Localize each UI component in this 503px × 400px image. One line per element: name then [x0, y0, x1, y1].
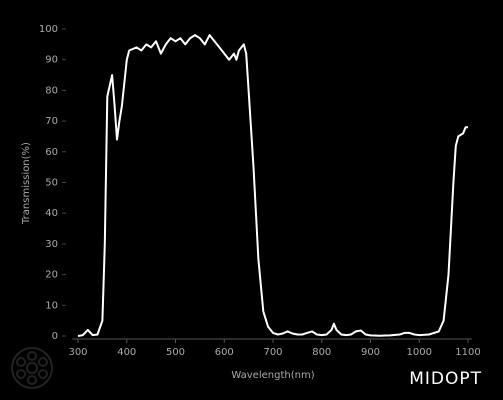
- y-tick-label: 60: [45, 147, 58, 158]
- x-tick-label: 600: [215, 347, 234, 358]
- y-tick-label: 40: [45, 208, 58, 219]
- y-tick-label: 30: [45, 239, 58, 250]
- x-tick-label: 400: [117, 347, 136, 358]
- y-tick-label: 0: [52, 331, 58, 342]
- y-tick-label: 20: [45, 270, 58, 281]
- x-tick-label: 800: [312, 347, 331, 358]
- transmission-line: [77, 34, 468, 337]
- x-axis-label: Wavelength(nm): [231, 370, 314, 381]
- x-tick-label: 1100: [455, 347, 480, 358]
- x-tick-label: 900: [361, 347, 380, 358]
- y-tick-label: 50: [45, 178, 58, 189]
- y-tick-label: 100: [39, 24, 58, 35]
- y-tick-label: 90: [45, 55, 58, 66]
- y-axis-label: Transmission(%): [21, 142, 32, 225]
- watermark-icon: [11, 347, 53, 389]
- x-tick-label: 1000: [407, 347, 432, 358]
- x-tick-label: 300: [68, 347, 87, 358]
- y-tick-label: 70: [45, 116, 58, 127]
- x-tick-label: 500: [166, 347, 185, 358]
- y-tick-label: 10: [45, 300, 58, 311]
- logo: MIDOPT: [409, 369, 482, 389]
- x-tick-label: 700: [263, 347, 282, 358]
- y-tick-label: 80: [45, 85, 58, 96]
